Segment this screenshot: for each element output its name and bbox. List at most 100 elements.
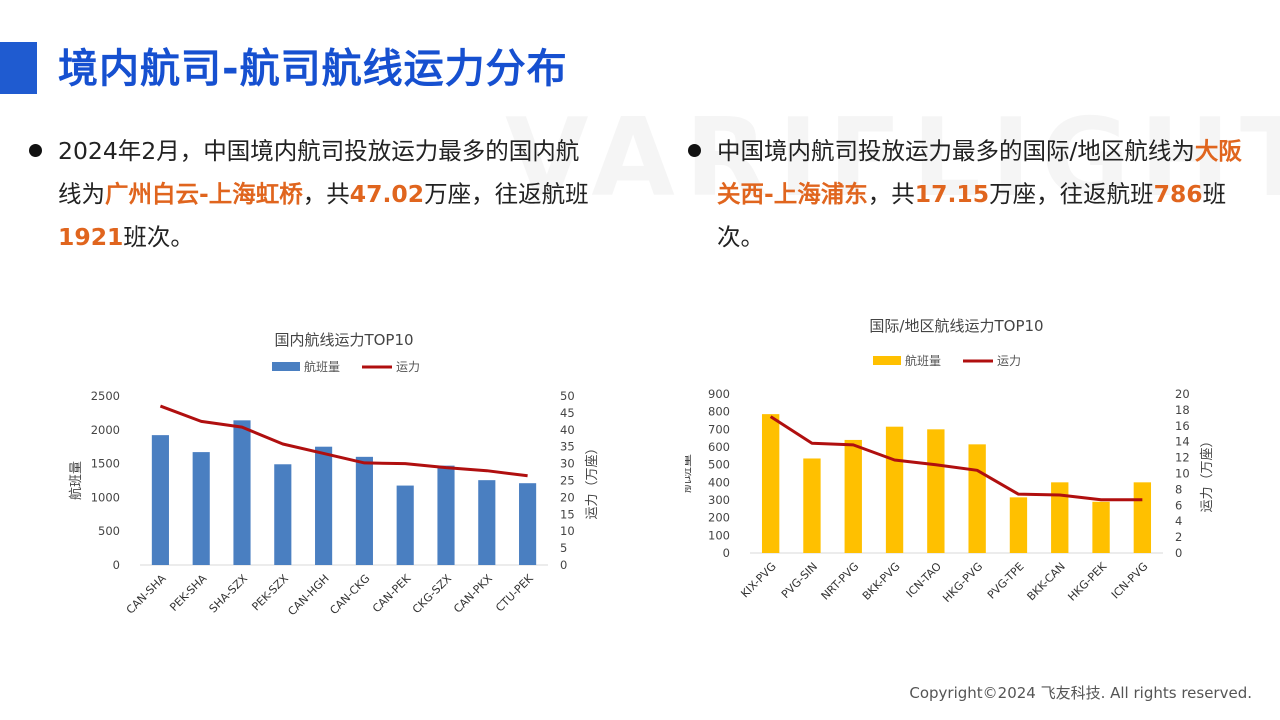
bullet-domestic: 2024年2月，中国境内航司投放运力最多的国内航线为广州白云-上海虹桥，共47.… xyxy=(29,130,593,259)
y2-tick-label: 0 xyxy=(560,558,567,572)
chart-title: 国内航线运力TOP10 xyxy=(274,331,413,349)
bar xyxy=(151,435,169,565)
bar xyxy=(315,446,333,565)
x-tick-label: CTU-PEK xyxy=(493,571,536,614)
y-tick-label: 700 xyxy=(708,422,730,436)
bullet-text: 2024年2月，中国境内航司投放运力最多的国内航线为 xyxy=(58,137,580,208)
bar xyxy=(396,485,414,565)
bullet-international: 中国境内航司投放运力最多的国际/地区航线为大阪关西-上海浦东，共17.15万座，… xyxy=(688,130,1242,259)
bullet-text: 万座，往返航班 xyxy=(989,180,1154,208)
bar xyxy=(519,483,537,565)
x-tick-label: PVG-SIN xyxy=(779,560,820,601)
bullet-text: 班次。 xyxy=(717,180,1227,251)
y2-tick-label: 6 xyxy=(1175,498,1182,512)
y-tick-label: 400 xyxy=(708,475,730,489)
y-tick-label: 0 xyxy=(113,558,120,572)
y2-axis-label: 运力（万座） xyxy=(1200,434,1215,512)
international-chart: 国际/地区航线运力TOP10 航班量 运力 0 100 200 300 400 500 600 70… xyxy=(685,310,1235,630)
y2-tick-label: 25 xyxy=(560,474,575,488)
x-tick-label: HKG-PVG xyxy=(940,560,985,605)
legend-label: 运力 xyxy=(997,354,1021,368)
x-tick-label: CAN-CKG xyxy=(327,572,372,617)
bar xyxy=(1051,482,1069,553)
y2-tick-label: 10 xyxy=(560,524,575,538)
bar xyxy=(968,444,986,553)
y-tick-label: 500 xyxy=(98,524,120,538)
capacity-line xyxy=(769,415,1143,502)
y-tick-label: 900 xyxy=(708,387,730,401)
bullet-text: ，共 xyxy=(302,180,350,208)
y2-tick-label: 50 xyxy=(560,389,575,403)
legend-label: 航班量 xyxy=(304,359,340,374)
y2-tick-label: 16 xyxy=(1175,419,1190,433)
x-tick-label: CAN-SHA xyxy=(124,572,169,617)
y2-tick-label: 40 xyxy=(560,423,575,437)
y2-tick-label: 45 xyxy=(560,406,575,420)
y-tick-label: 200 xyxy=(708,511,730,525)
y-tick-label: 0 xyxy=(723,546,730,560)
y2-tick-label: 2 xyxy=(1175,530,1182,544)
x-tick-label: CAN-HGH xyxy=(285,572,331,618)
y2-tick-label: 20 xyxy=(560,490,575,504)
x-tick-label: NRT-PVG xyxy=(819,560,862,603)
y-tick-label: 800 xyxy=(708,405,730,419)
y-tick-label: 100 xyxy=(708,528,730,542)
x-tick-label: BKK-CAN xyxy=(1025,560,1068,603)
x-tick-label: CAN-PKX xyxy=(451,572,495,616)
x-tick-label: PEK-SHA xyxy=(167,572,209,614)
bar xyxy=(437,465,455,565)
y-tick-label: 2000 xyxy=(91,423,120,437)
domestic-chart-svg: 国内航线运力TOP10 航班量 运力 0 500 1000 1500 2000 2500 0 5 10… xyxy=(68,331,600,618)
y2-axis-label: 运力（万座） xyxy=(585,441,600,519)
x-tick-label: ICN-TAO xyxy=(904,560,945,601)
bullet-text: 万座，往返航班 xyxy=(424,180,589,208)
y-tick-label: 500 xyxy=(708,458,730,472)
y-axis-label: 航班量 xyxy=(685,454,694,493)
x-tick-label: PVG-TPE xyxy=(985,560,1027,602)
highlight-route: 大阪关西-上海浦东 xyxy=(717,137,1242,208)
capacity-line xyxy=(159,404,528,478)
chart-title: 国际/地区航线运力TOP10 xyxy=(869,317,1043,335)
legend-bar-swatch xyxy=(873,356,901,365)
bullet-dot-icon xyxy=(688,144,701,157)
bar xyxy=(1009,497,1028,553)
bar xyxy=(233,420,251,565)
y2-tick-label: 20 xyxy=(1175,387,1190,401)
y-tick-label: 300 xyxy=(708,493,730,507)
bar xyxy=(844,439,862,553)
bullet-text: 班次。 xyxy=(123,223,194,251)
x-tick-label: BKK-PVG xyxy=(860,560,903,603)
y-tick-label: 600 xyxy=(708,440,730,454)
bar xyxy=(355,456,373,565)
title-accent-bar xyxy=(0,42,37,94)
highlight-flights: 786 xyxy=(1153,180,1203,208)
y2-tick-label: 4 xyxy=(1175,514,1182,528)
legend-label: 运力 xyxy=(396,360,420,374)
y2-tick-label: 18 xyxy=(1175,403,1190,417)
y2-tick-label: 0 xyxy=(1175,546,1182,560)
domestic-chart: 国内航线运力TOP10 航班量 运力 0 500 1000 1500 2000 2500 0 5 10… xyxy=(60,320,620,630)
bar xyxy=(803,458,821,553)
x-tick-label: PEK-SZX xyxy=(249,572,291,614)
x-tick-label: ICN-PVG xyxy=(1109,560,1151,602)
y2-tick-label: 12 xyxy=(1175,451,1190,465)
x-tick-label: CKG-SZX xyxy=(410,572,454,616)
bar xyxy=(761,414,780,553)
bar xyxy=(927,429,945,553)
y2-tick-label: 10 xyxy=(1175,467,1190,481)
legend-label: 航班量 xyxy=(905,353,941,368)
bullet-dot-icon xyxy=(29,144,42,157)
y2-tick-label: 8 xyxy=(1175,482,1182,496)
watermark-logo: VARIFLIGHT xyxy=(505,104,1280,214)
x-tick-label: KIX-PVG xyxy=(738,560,778,600)
y-tick-label: 1500 xyxy=(91,457,120,471)
y2-tick-label: 14 xyxy=(1175,435,1190,449)
bar xyxy=(478,480,496,565)
highlight-route: 广州白云-上海虹桥 xyxy=(105,180,303,208)
bullet-text: 中国境内航司投放运力最多的国际/地区航线为 xyxy=(717,137,1195,165)
legend-bar-swatch xyxy=(272,362,300,371)
y2-tick-label: 35 xyxy=(560,440,575,454)
y2-tick-label: 5 xyxy=(560,541,567,555)
bar xyxy=(192,452,210,565)
